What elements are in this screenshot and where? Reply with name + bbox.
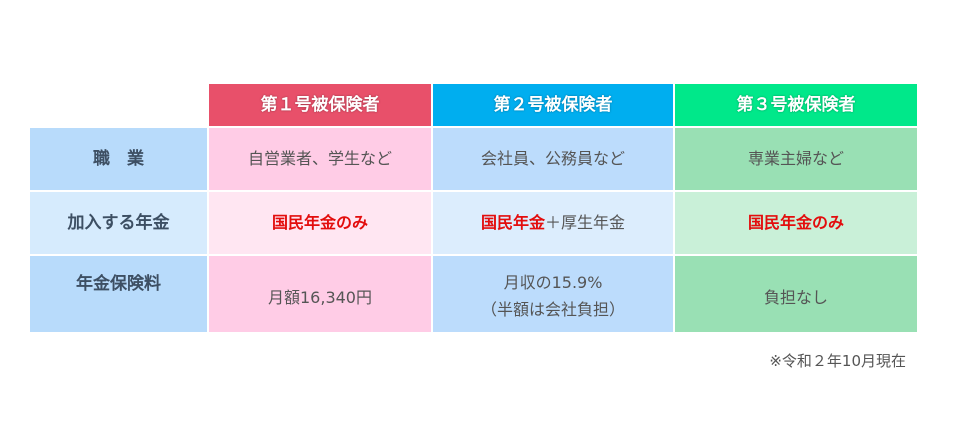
header-category-2: 第２号被保険者 <box>433 84 673 126</box>
premium-note: （半額は会社負担） <box>480 300 625 319</box>
cell-premium-2: 月収の15.9% （半額は会社負担） <box>433 256 673 332</box>
cell-premium-1: 月額16,340円 <box>209 256 431 332</box>
pension-national: 国民年金のみ <box>271 213 368 233</box>
pension-national: 国民年金のみ <box>747 213 844 233</box>
cell-pension-2: 国民年金 ＋厚生年金 <box>433 192 673 254</box>
cell-pension-1: 国民年金のみ <box>209 192 431 254</box>
row-label-pension: 加入する年金 <box>30 192 207 254</box>
row-label-premium: 年金保険料 <box>30 256 207 332</box>
premium-text: 負担なし <box>763 288 828 308</box>
pension-employee: ＋厚生年金 <box>545 213 626 233</box>
premium-text: 月額16,340円 <box>268 288 372 308</box>
header-category-3: 第３号被保険者 <box>675 84 917 126</box>
row-label-occupation: 職 業 <box>30 128 207 190</box>
cell-occupation-1: 自営業者、学生など <box>209 128 431 190</box>
cell-occupation-2: 会社員、公務員など <box>433 128 673 190</box>
insured-category-table: 第１号被保険者 第２号被保険者 第３号被保険者 職 業 自営業者、学生など 会社… <box>30 84 917 332</box>
header-category-1: 第１号被保険者 <box>209 84 431 126</box>
cell-pension-3: 国民年金のみ <box>675 192 917 254</box>
cell-premium-3: 負担なし <box>675 256 917 332</box>
empty-corner-cell <box>30 84 207 126</box>
pension-national: 国民年金 <box>480 213 545 233</box>
date-note: ※令和２年10月現在 <box>769 352 906 370</box>
cell-occupation-3: 専業主婦など <box>675 128 917 190</box>
premium-text: 月収の15.9% <box>503 272 603 292</box>
